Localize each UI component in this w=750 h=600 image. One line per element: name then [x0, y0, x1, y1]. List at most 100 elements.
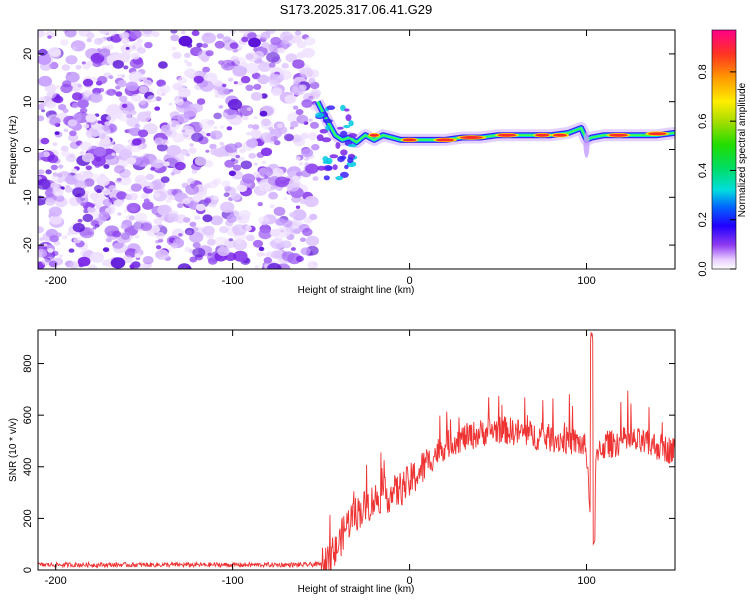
snr-y-tick-label: 0 — [22, 567, 34, 573]
noise-blob — [160, 176, 170, 184]
noise-blob — [77, 218, 83, 223]
noise-blob — [295, 205, 301, 209]
noise-blob — [207, 238, 216, 246]
noise-blob — [184, 247, 191, 252]
signal-onset-blob — [329, 154, 339, 159]
noise-blob — [303, 36, 316, 46]
noise-blob — [267, 263, 282, 269]
noise-blob — [196, 98, 206, 105]
noise-blob — [49, 214, 63, 225]
noise-blob — [58, 164, 64, 169]
noise-blob — [68, 248, 75, 253]
noise-blob — [154, 137, 165, 145]
noise-blob — [79, 141, 92, 151]
noise-blob — [105, 237, 112, 243]
signal-onset-blob — [322, 118, 333, 124]
noise-blob — [307, 261, 319, 269]
noise-blob — [104, 154, 120, 166]
noise-blob — [248, 37, 261, 48]
noise-blob — [292, 105, 299, 110]
spectrogram-y-label: Frequency (Hz) — [8, 116, 19, 185]
noise-blob — [228, 170, 236, 177]
noise-blob — [292, 59, 305, 69]
noise-blob — [218, 60, 225, 65]
noise-blob — [47, 35, 52, 39]
noise-blob — [240, 160, 252, 170]
noise-blob — [49, 235, 59, 243]
noise-blob — [205, 149, 210, 153]
snr-x-tick-label: -200 — [45, 575, 67, 587]
noise-blob — [292, 225, 298, 229]
signal-hot-spot — [535, 133, 550, 137]
noise-blob — [184, 68, 197, 78]
noise-blob — [260, 31, 271, 40]
noise-blob — [66, 232, 72, 237]
noise-blob — [177, 113, 190, 124]
noise-blob — [54, 131, 60, 135]
signal-onset-blob — [344, 108, 350, 112]
noise-blob — [129, 30, 142, 40]
noise-blob — [184, 59, 189, 64]
noise-blob — [177, 76, 187, 84]
noise-blob — [85, 128, 99, 139]
noise-blob — [235, 238, 243, 245]
noise-blob — [170, 172, 176, 176]
noise-blob — [154, 106, 161, 111]
noise-blob — [38, 178, 51, 190]
noise-blob — [253, 116, 258, 120]
noise-blob — [134, 253, 141, 258]
snr-x-tick-label: 0 — [407, 575, 413, 587]
noise-blob — [144, 41, 153, 49]
noise-blob — [68, 85, 74, 89]
signal-hot-spot — [648, 132, 667, 136]
noise-blob — [161, 124, 171, 132]
signal-hot-spot — [402, 138, 417, 142]
noise-blob — [48, 47, 61, 57]
noise-blob — [126, 157, 137, 165]
spectrogram-x-tick-label: 0 — [407, 275, 413, 287]
noise-blob — [156, 245, 162, 250]
noise-blob — [60, 39, 69, 46]
noise-blob — [199, 80, 215, 92]
noise-blob — [233, 81, 238, 85]
noise-blob — [125, 194, 132, 201]
noise-blob — [178, 233, 183, 237]
noise-blob — [171, 46, 177, 51]
noise-blob — [252, 239, 264, 248]
noise-blob — [81, 152, 95, 163]
noise-blob — [230, 55, 239, 63]
noise-blob — [305, 235, 320, 247]
noise-blob — [45, 30, 55, 38]
noise-blob — [218, 105, 224, 109]
noise-blob — [283, 197, 288, 200]
noise-blob — [142, 256, 154, 265]
noise-blob — [266, 52, 280, 63]
noise-blob — [82, 63, 91, 70]
noise-blob — [132, 138, 142, 146]
noise-blob — [83, 89, 92, 97]
noise-blob — [155, 96, 162, 102]
noise-blob — [47, 154, 59, 164]
noise-blob — [72, 46, 77, 51]
noise-blob — [207, 252, 212, 256]
snr-panel: -200 -100 0 100 0 200 400 600 800 Height of str… — [8, 329, 676, 595]
noise-blob — [258, 228, 273, 240]
noise-blob — [245, 84, 254, 92]
noise-blob — [241, 173, 256, 184]
noise-blob — [48, 260, 58, 268]
spectrogram-x-tick-label: 100 — [577, 275, 595, 287]
noise-blob — [305, 163, 319, 174]
noise-blob — [150, 167, 156, 171]
noise-blob — [155, 249, 169, 260]
noise-blob — [87, 264, 98, 269]
noise-blob — [311, 144, 320, 151]
noise-blob — [77, 84, 82, 88]
noise-blob — [103, 164, 110, 169]
noise-blob — [307, 132, 318, 141]
noise-blob — [125, 81, 139, 92]
noise-blob — [52, 142, 58, 147]
noise-blob — [47, 248, 54, 253]
noise-blob — [60, 83, 73, 94]
colorbar: 0.0 0.2 0.4 0.6 0.8 Normalized spectral ampl… — [697, 29, 748, 277]
noise-blob — [130, 110, 137, 115]
